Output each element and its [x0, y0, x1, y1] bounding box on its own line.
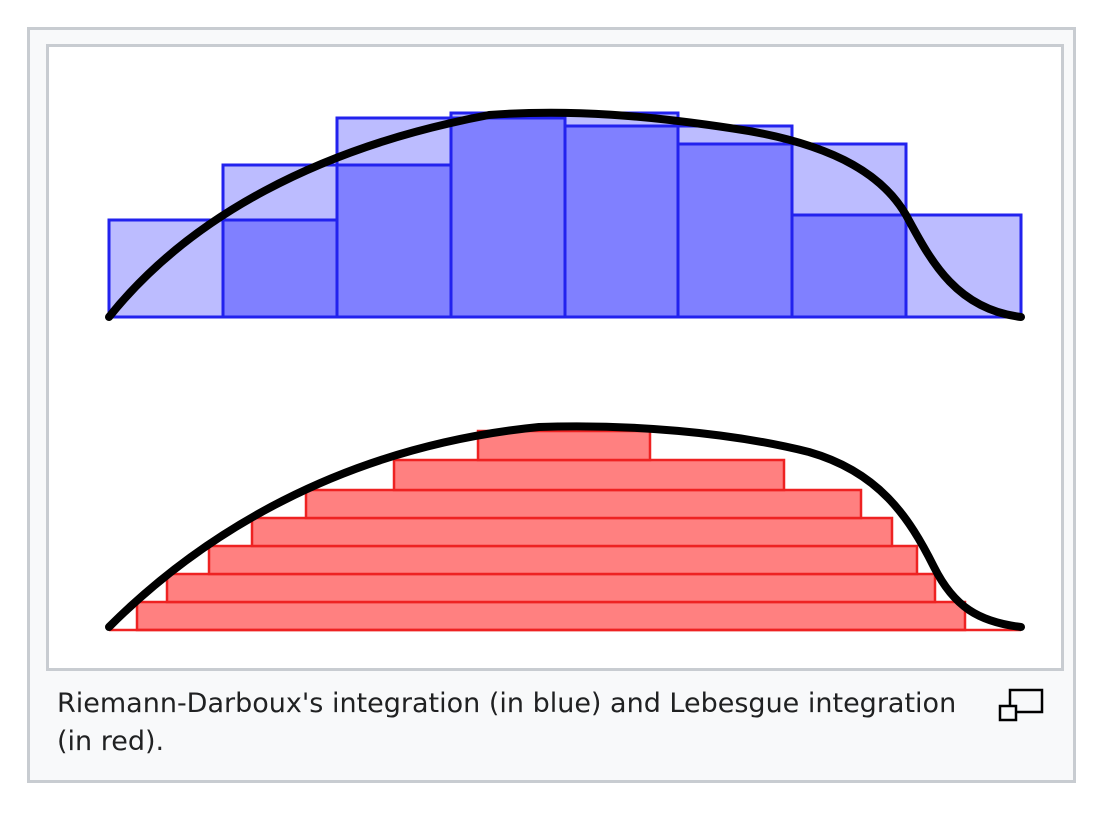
lebesgue-strips [109, 429, 1021, 632]
riemann-upper-bar [107, 218, 225, 319]
lebesgue-strip [207, 544, 919, 576]
lebesgue-strip [304, 488, 863, 520]
magnify-clip-icon[interactable] [998, 688, 1046, 724]
riemann-lower-bar [676, 142, 794, 319]
riemann-curve [105, 108, 1025, 321]
lebesgue-strip [250, 516, 894, 548]
riemann-lower-bar [790, 213, 908, 319]
figure-thumbnail: Riemann-Darboux's integration (in blue) … [27, 27, 1076, 783]
riemann-lower-bar [335, 163, 453, 319]
riemann-lower-bar [221, 218, 339, 319]
riemann-lower-bar [563, 124, 680, 319]
lebesgue-strip [165, 572, 937, 604]
lebesgue-curve [105, 422, 1025, 631]
figure-image[interactable] [46, 44, 1064, 671]
lebesgue-strip [392, 458, 786, 492]
riemann-upper-bar [904, 213, 1023, 319]
lebesgue-strip [135, 600, 967, 632]
integration-diagram [105, 108, 1025, 632]
magnify-clip-icon-glyph [998, 688, 1044, 722]
riemann-lower-rectangles [109, 116, 1021, 319]
lebesgue-strip [476, 429, 652, 462]
figure-caption: Riemann-Darboux's integration (in blue) … [57, 688, 957, 757]
riemann-lower-bar [449, 116, 567, 319]
